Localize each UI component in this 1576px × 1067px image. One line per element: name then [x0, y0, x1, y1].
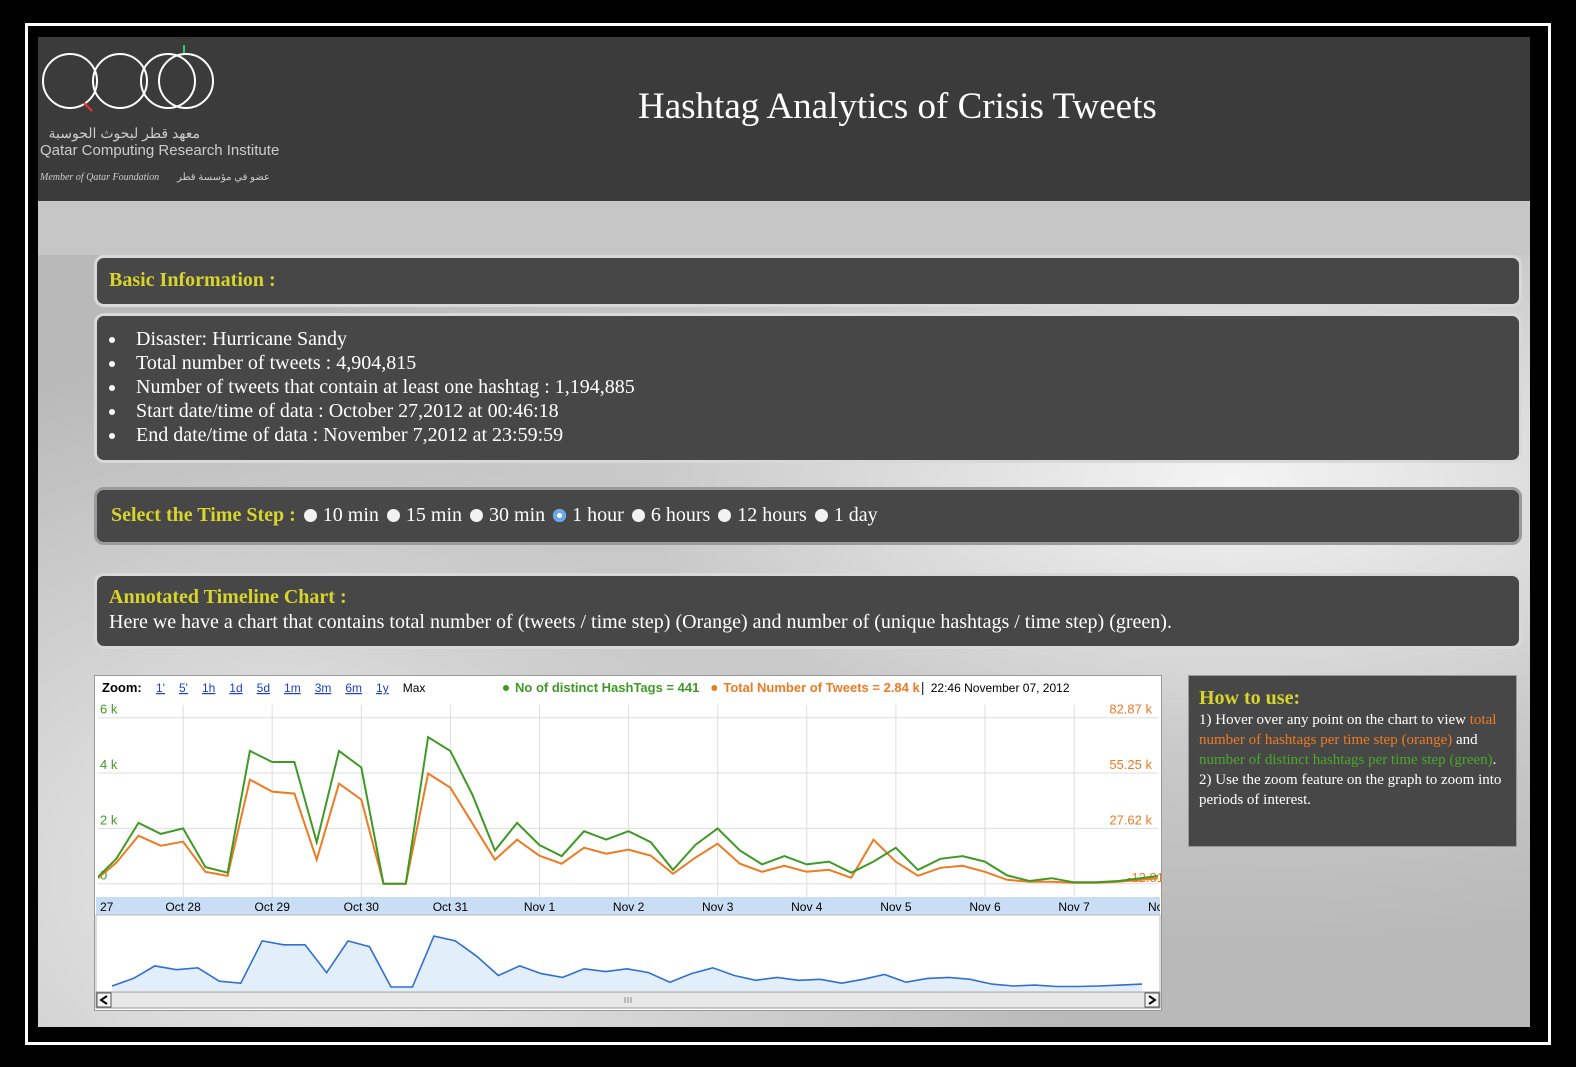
radio[interactable]	[631, 509, 645, 522]
zoom-label: Zoom:	[102, 680, 142, 695]
radio-label[interactable]: 12 hours	[737, 504, 807, 526]
radio-label[interactable]: 30 min	[489, 504, 546, 526]
zoom-option[interactable]: 1y	[376, 681, 389, 695]
logo-name: Qatar Computing Research Institute	[40, 142, 279, 159]
y2-tick-label: 55.25 k	[1109, 757, 1152, 772]
radio[interactable]	[553, 509, 567, 522]
logo-member: Member of Qatar Foundation	[40, 172, 159, 183]
step-1: 1) Hover over any point on the chart to …	[1199, 710, 1506, 770]
info-item: Disaster: Hurricane Sandy	[109, 327, 1519, 351]
zoom-option[interactable]: 1'	[156, 681, 165, 695]
radio-label[interactable]: 1 hour	[572, 504, 624, 526]
legend-dot	[711, 685, 718, 691]
x-tick-label: Nov 4	[791, 900, 823, 914]
radio[interactable]	[303, 509, 317, 522]
x-tick-label: Nov 2	[613, 900, 645, 914]
x-axis: 27 Oct 28 Oct 29 Oct 30 Oct 31 Nov 1 Nov 2 Nov …	[100, 900, 1162, 914]
series-line	[98, 735, 1158, 885]
radio[interactable]	[386, 509, 400, 522]
zoom-option[interactable]: 6m	[345, 681, 362, 695]
x-tick-label: Nov 7	[1058, 900, 1090, 914]
zoom-option[interactable]: 1m	[284, 681, 301, 695]
title: Hashtag Analytics of Crisis Tweets	[638, 86, 1157, 127]
radio-label[interactable]: 10 min	[322, 504, 379, 526]
series-line	[98, 771, 1158, 885]
radio-label[interactable]: 15 min	[405, 504, 463, 526]
step-text: and	[1452, 732, 1478, 748]
x-tick-label: Oct 31	[433, 900, 469, 914]
x-tick-label: Nov 3	[702, 900, 734, 914]
radio[interactable]	[718, 509, 732, 522]
timeline-panel: Annotated Timeline Chart : Here we have …	[94, 573, 1522, 649]
legend-entry: Total Number of Tweets = 2.84 k	[723, 680, 920, 695]
y2-tick-label: 82.87 k	[1109, 702, 1152, 717]
zoom-option[interactable]: 3m	[315, 681, 332, 695]
timestamp: 22:46 November 07, 2012	[931, 681, 1070, 695]
x-tick-label: Oct 29	[255, 900, 291, 914]
zoom-option[interactable]: 5d	[257, 681, 270, 695]
y2-tick-label: 27.62 k	[1109, 812, 1152, 827]
legend-dot	[503, 685, 509, 691]
zoom-option[interactable]: 1d	[229, 681, 242, 695]
how-to-use: How to use: 1) Hover over any point on t…	[1188, 675, 1517, 847]
radio-label[interactable]: 6 hours	[650, 504, 711, 526]
plot	[98, 735, 1158, 885]
y-tick-label: 0	[100, 868, 107, 883]
logo-member-arabic: عضو في مؤسسة قطر	[176, 172, 270, 183]
x-tick-label: 27	[100, 900, 114, 914]
basic-info-panel: Disaster: Hurricane SandyTotal number of…	[94, 313, 1522, 463]
time-step: Select the Time Step : 10 min 15 min 30 min…	[97, 490, 1519, 541]
x-tick-label: Nov 5	[880, 900, 912, 914]
time-step-panel: Select the Time Step : 10 min 15 min 30 min…	[94, 487, 1522, 545]
y-tick-label: 2 k	[100, 812, 118, 827]
section-heading: Basic Information :	[109, 269, 276, 291]
description: Here we have a chart that contains total…	[109, 611, 1172, 633]
x-tick-label: Oct 28	[165, 900, 201, 914]
logo-arabic: معهد قطر لبحوث الحوسبة	[49, 125, 200, 142]
radio[interactable]	[470, 509, 484, 522]
step-green: number of distinct hashtags per time ste…	[1199, 752, 1493, 768]
logo: معهد قطر لبحوث الحوسبة Qatar Computing R…	[40, 45, 279, 183]
step-orange: total number of hashtags per time step (…	[1199, 712, 1497, 748]
legend-entry: No of distinct HashTags = 441	[515, 680, 699, 695]
radio-label[interactable]: 1 day	[833, 504, 878, 526]
step-text: 1) Hover over any point on the chart to …	[1199, 712, 1470, 728]
time-step-label: Select the Time Step :	[111, 504, 296, 526]
how-to-heading: How to use:	[1199, 687, 1301, 709]
x-tick-label: Nov 1	[524, 900, 556, 914]
info-item: Start date/time of data : October 27,201…	[109, 399, 1519, 423]
y-tick-label: 6 k	[100, 702, 118, 717]
timeline-chart: Zoom: 1' 5' 1h 1d 5d 1m 3m 6m 1y Max No of distinc…	[94, 675, 1162, 1011]
basic-info-heading-panel: Basic Information :	[94, 255, 1522, 307]
navigator-line	[111, 935, 1143, 988]
section-heading: Annotated Timeline Chart :	[109, 586, 347, 608]
frame	[25, 23, 1551, 1045]
info-list: Disaster: Hurricane SandyTotal number of…	[97, 327, 1519, 447]
header: معهد قطر لبحوث الحوسبة Qatar Computing R…	[38, 37, 1530, 201]
radio[interactable]	[814, 509, 828, 522]
info-item: End date/time of data : November 7,2012 …	[109, 423, 1519, 447]
zoom-option[interactable]: Max	[403, 681, 426, 695]
info-item: Total number of tweets : 4,904,815	[109, 351, 1519, 375]
step-2: 2) Use the zoom feature on the graph to …	[1199, 772, 1502, 808]
x-tick-label: No	[1148, 900, 1162, 914]
y-tick-label: 4 k	[100, 757, 118, 772]
band	[38, 201, 1530, 255]
x-tick-label: Oct 30	[344, 900, 380, 914]
step-text: .	[1492, 752, 1497, 768]
info-item: Number of tweets that contain at least o…	[109, 375, 1519, 399]
zoom-option[interactable]: 5'	[179, 681, 188, 695]
content: معهد قطر لبحوث الحوسبة Qatar Computing R…	[38, 37, 1530, 1027]
zoom-option[interactable]: 1h	[202, 681, 215, 695]
navigator-area	[112, 936, 1142, 991]
x-tick-label: Nov 6	[969, 900, 1001, 914]
